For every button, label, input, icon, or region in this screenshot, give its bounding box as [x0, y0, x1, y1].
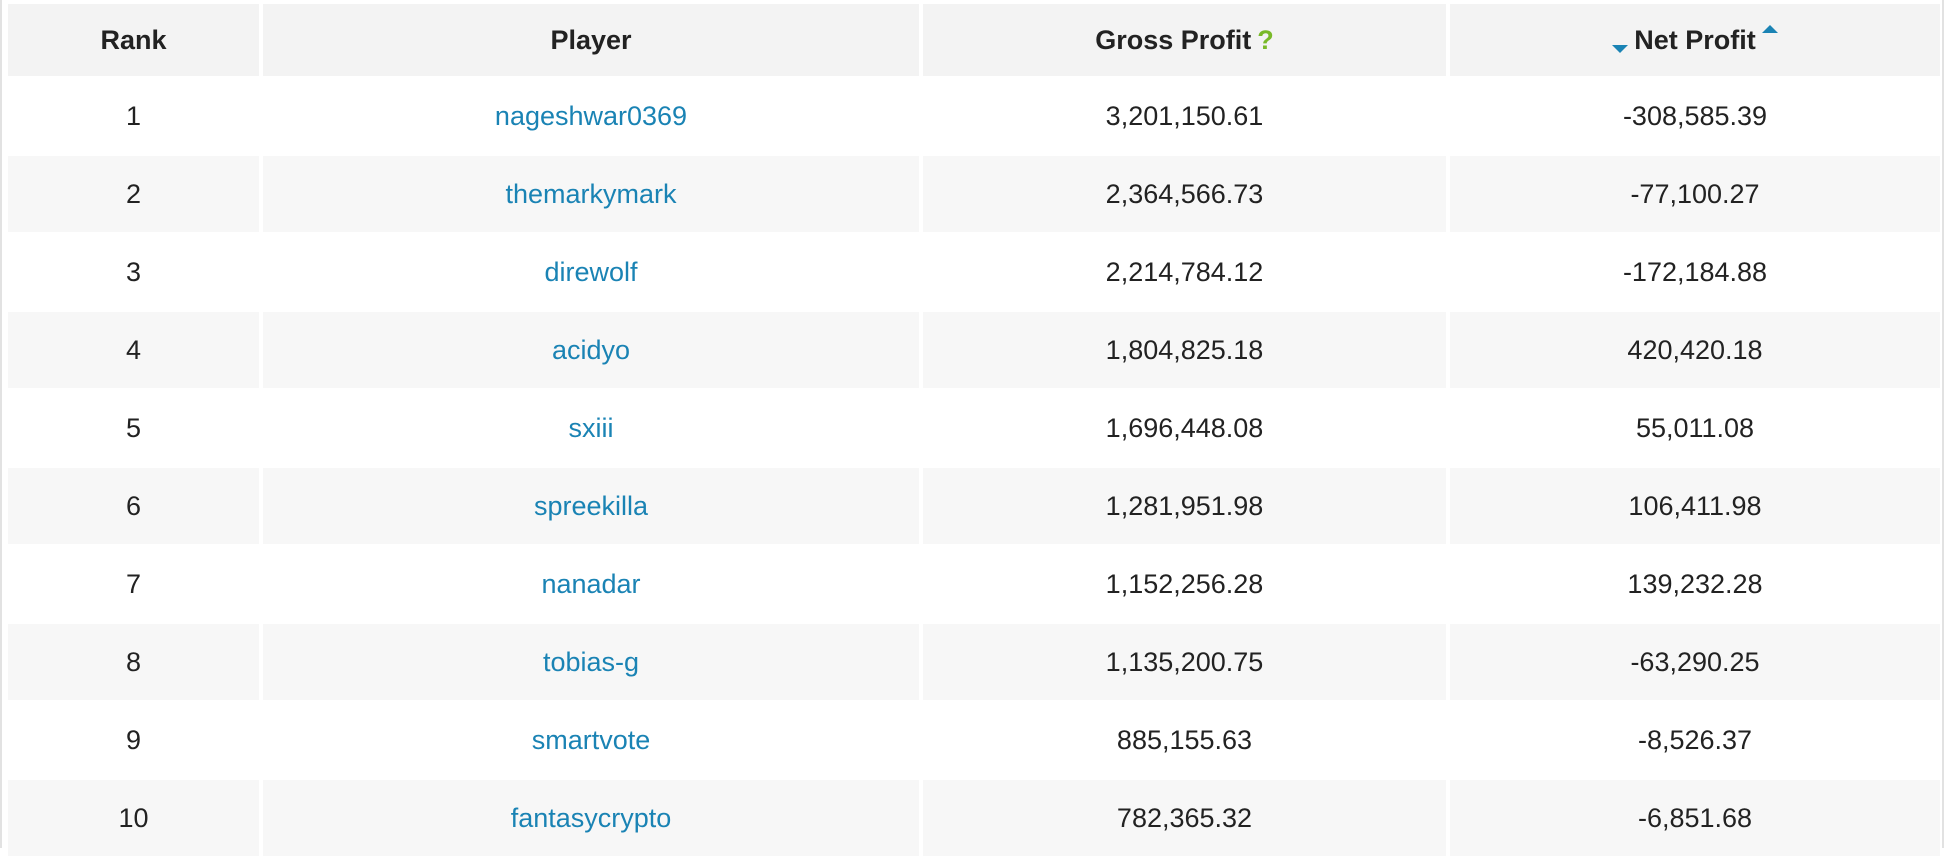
rank-cell: 7	[8, 544, 259, 624]
table-row: 4 acidyo 1,804,825.18 420,420.18	[8, 312, 1940, 388]
net-profit-cell: -308,585.39	[1450, 76, 1940, 156]
rank-cell: 2	[8, 156, 259, 232]
player-header-label: Player	[550, 24, 632, 55]
player-link[interactable]: direwolf	[544, 256, 638, 287]
player-link[interactable]: smartvote	[531, 724, 651, 755]
net-profit-cell: 420,420.18	[1450, 312, 1940, 388]
net-profit-header-label: Net Profit	[1634, 24, 1756, 55]
net-profit-cell: 106,411.98	[1450, 468, 1940, 544]
rank-cell: 1	[8, 76, 259, 156]
player-cell: tobias-g	[263, 624, 919, 700]
rank-cell: 8	[8, 624, 259, 700]
rank-header[interactable]: Rank	[8, 4, 259, 76]
table-row: 7 nanadar 1,152,256.28 139,232.28	[8, 544, 1940, 624]
gross-profit-cell: 2,214,784.12	[923, 232, 1446, 312]
player-cell: themarkymark	[263, 156, 919, 232]
table-row: 6 spreekilla 1,281,951.98 106,411.98	[8, 468, 1940, 544]
question-mark-icon[interactable]: ?	[1257, 24, 1274, 55]
player-cell: acidyo	[263, 312, 919, 388]
player-cell: spreekilla	[263, 468, 919, 544]
player-cell: direwolf	[263, 232, 919, 312]
rank-cell: 6	[8, 468, 259, 544]
gross-profit-header[interactable]: Gross Profit?	[923, 4, 1446, 76]
player-link[interactable]: themarkymark	[505, 178, 677, 209]
caret-up-icon[interactable]	[1761, 24, 1778, 33]
table-row: 3 direwolf 2,214,784.12 -172,184.88	[8, 232, 1940, 312]
gross-profit-cell: 1,696,448.08	[923, 388, 1446, 468]
rank-cell: 10	[8, 780, 259, 856]
player-link[interactable]: nanadar	[541, 568, 641, 599]
gross-profit-cell: 885,155.63	[923, 700, 1446, 780]
player-cell: smartvote	[263, 700, 919, 780]
gross-profit-cell: 1,804,825.18	[923, 312, 1446, 388]
gross-profit-cell: 1,135,200.75	[923, 624, 1446, 700]
rank-cell: 4	[8, 312, 259, 388]
net-profit-cell: 139,232.28	[1450, 544, 1940, 624]
table-row: 5 sxiii 1,696,448.08 55,011.08	[8, 388, 1940, 468]
gross-profit-cell: 1,152,256.28	[923, 544, 1446, 624]
player-link[interactable]: nageshwar0369	[494, 100, 688, 131]
caret-down-icon[interactable]	[1612, 44, 1629, 53]
net-profit-header[interactable]: Net Profit	[1450, 4, 1940, 76]
leaderboard-table: Rank Player Gross Profit? Net Profit 1 na…	[4, 4, 1944, 856]
table-row: 1 nageshwar0369 3,201,150.61 -308,585.39	[8, 76, 1940, 156]
table-row: 8 tobias-g 1,135,200.75 -63,290.25	[8, 624, 1940, 700]
net-profit-cell: -77,100.27	[1450, 156, 1940, 232]
rank-header-label: Rank	[100, 24, 167, 55]
rank-cell: 5	[8, 388, 259, 468]
net-profit-cell: -63,290.25	[1450, 624, 1940, 700]
player-link[interactable]: fantasycrypto	[510, 802, 672, 833]
player-cell: nageshwar0369	[263, 76, 919, 156]
gross-profit-header-label: Gross Profit	[1095, 24, 1252, 55]
table-header-row: Rank Player Gross Profit? Net Profit	[8, 4, 1940, 76]
gross-profit-cell: 1,281,951.98	[923, 468, 1446, 544]
rank-cell: 3	[8, 232, 259, 312]
table-row: 2 themarkymark 2,364,566.73 -77,100.27	[8, 156, 1940, 232]
player-link[interactable]: acidyo	[551, 334, 631, 365]
gross-profit-cell: 2,364,566.73	[923, 156, 1446, 232]
net-profit-cell: -6,851.68	[1450, 780, 1940, 856]
net-profit-cell: -172,184.88	[1450, 232, 1940, 312]
table-row: 10 fantasycrypto 782,365.32 -6,851.68	[8, 780, 1940, 856]
net-profit-cell: 55,011.08	[1450, 388, 1940, 468]
gross-profit-cell: 3,201,150.61	[923, 76, 1446, 156]
player-link[interactable]: spreekilla	[533, 490, 649, 521]
player-link[interactable]: tobias-g	[542, 646, 640, 677]
table-row: 9 smartvote 885,155.63 -8,526.37	[8, 700, 1940, 780]
gross-profit-cell: 782,365.32	[923, 780, 1446, 856]
net-profit-cell: -8,526.37	[1450, 700, 1940, 780]
player-cell: nanadar	[263, 544, 919, 624]
player-cell: fantasycrypto	[263, 780, 919, 856]
rank-cell: 9	[8, 700, 259, 780]
player-link[interactable]: sxiii	[568, 412, 614, 443]
player-header[interactable]: Player	[263, 4, 919, 76]
player-cell: sxiii	[263, 388, 919, 468]
